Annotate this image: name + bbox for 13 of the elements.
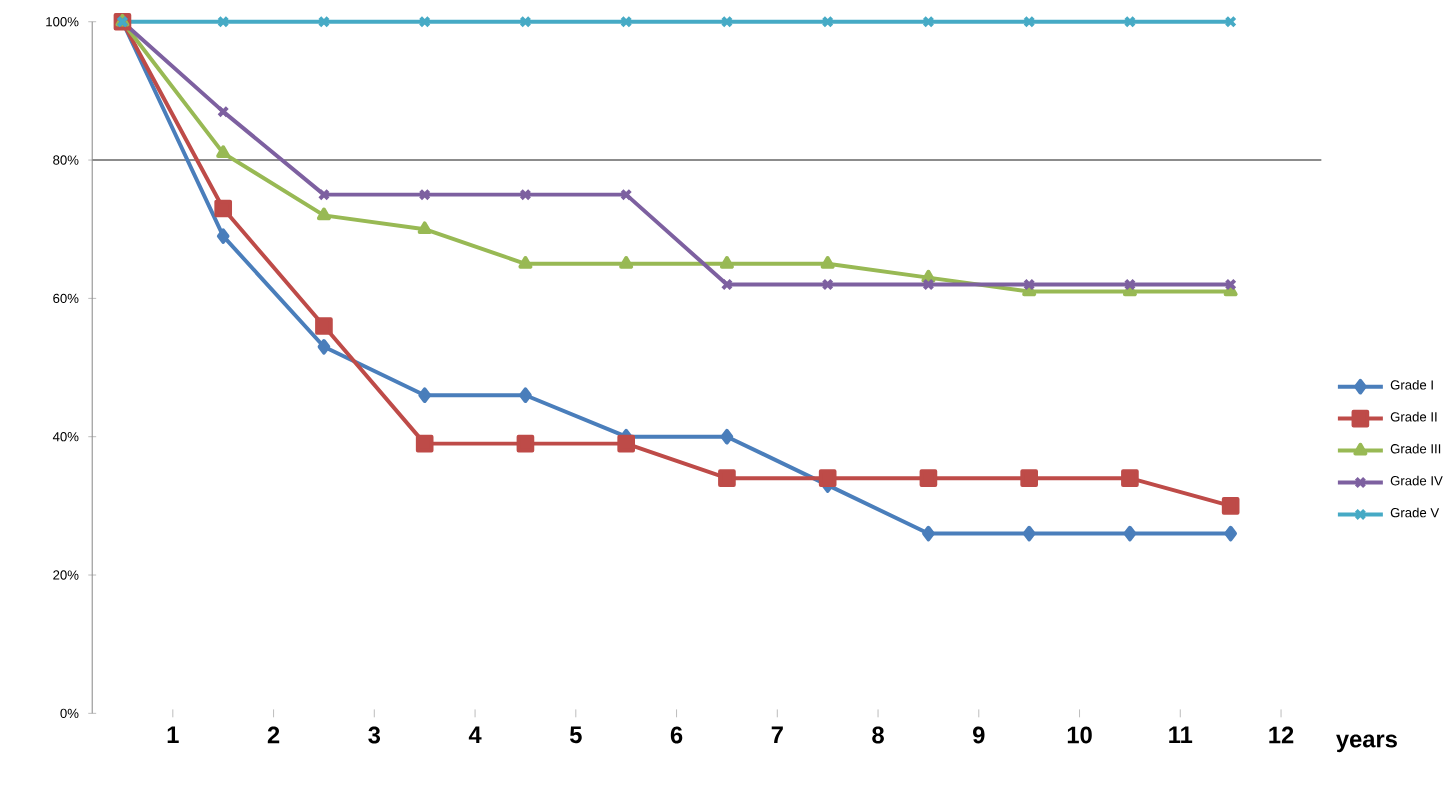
x-tick-label: 12	[1269, 726, 1294, 743]
x-tick-label: 10	[1067, 726, 1092, 744]
x-tick-label: 11	[1169, 726, 1193, 743]
x-tick-label: 1	[167, 726, 179, 743]
x-tick-label: 4	[468, 726, 482, 743]
x-tick-label: 7	[771, 726, 783, 743]
x-tick-label: 9	[973, 726, 985, 744]
x-tick-label: 8	[872, 726, 884, 744]
x-tick-label: 6	[670, 726, 683, 744]
x-tick-label: 5	[569, 726, 582, 743]
x-axis-title: years	[1336, 734, 1397, 752]
x-tick-label: 3	[368, 726, 381, 744]
x-tick-label: 2	[267, 726, 280, 743]
